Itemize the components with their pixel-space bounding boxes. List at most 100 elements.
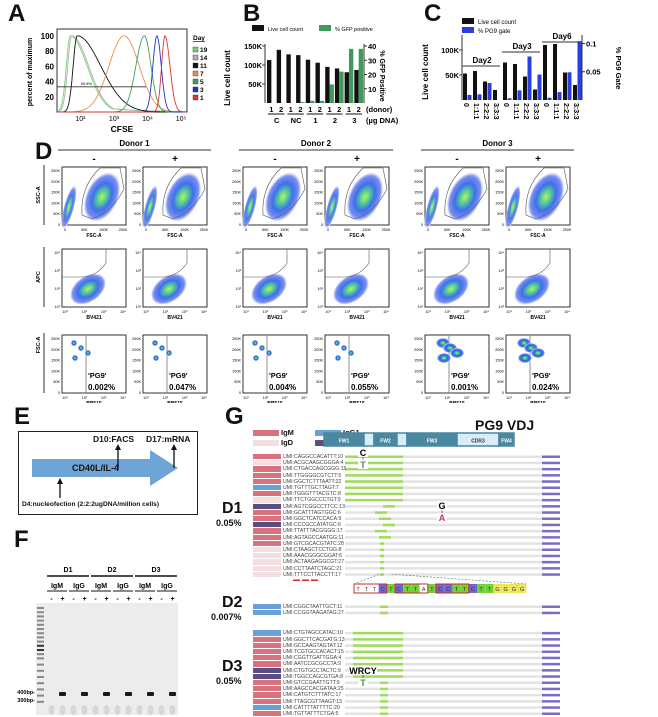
event-cluster: [266, 350, 272, 356]
read-isotype-bar: [253, 466, 281, 472]
x-tick-label: 10³: [101, 396, 107, 400]
x-tick-label: 150K: [543, 228, 552, 232]
read-jregion-segment: [542, 605, 560, 608]
read-alignment-bar: [345, 681, 550, 684]
x-tick-label: 150K: [280, 228, 289, 232]
y-tick-label: 100K: [495, 201, 504, 205]
read-alignment-bar: [345, 638, 550, 641]
read-variant-segment: [353, 669, 403, 672]
y-tick-label: 50K: [53, 380, 60, 384]
x-tick-label: 10²: [82, 396, 88, 400]
panel-f-label: F: [14, 526, 29, 553]
read-jregion-segment: [542, 548, 560, 551]
gate-percent: 0.055%: [351, 383, 378, 392]
sequence-base: C: [397, 587, 401, 593]
x-axis-label: BB515: [86, 401, 102, 403]
y-tick-label: 150K: [132, 191, 141, 195]
x-tick-label: 10⁴: [301, 396, 307, 400]
x-axis-label: BV421: [349, 315, 365, 321]
read-umi-label: UMI:GTCCGAATTGTT:9: [283, 680, 340, 686]
x-tick-label: 10⁴: [383, 310, 389, 314]
event-cluster: [518, 353, 532, 363]
read-umi-label: UMI:AGTCGGCCTTCC:13: [283, 503, 345, 510]
x-tick-label: 10¹: [143, 310, 149, 314]
mutation-to-bg: [358, 678, 368, 687]
lymphocyte-population: [446, 172, 484, 222]
read-isotype-bar: [253, 604, 281, 610]
y-tick-label: 50K: [416, 380, 423, 384]
read-isotype-bar: [253, 472, 281, 478]
read-isotype-bar: [253, 528, 281, 534]
y-tick-label: 200K: [314, 348, 323, 352]
donor-tick-label: 2: [337, 105, 341, 114]
read-jregion-segment: [542, 505, 560, 508]
y-tick-label: 150K: [314, 359, 323, 363]
read-isotype-bar: [253, 553, 281, 559]
category-tick-label: 2:2:2: [522, 103, 529, 119]
read-isotype-bar: [253, 540, 281, 547]
bar-pg9-percent: [467, 94, 472, 100]
x-tick-label: 10²: [526, 310, 532, 314]
read-alignment-bar: [345, 505, 550, 508]
mutation-from-bg: [349, 666, 377, 675]
sequence-base: A: [422, 587, 426, 593]
mutation-to-bg: [437, 513, 447, 522]
cell-population: [332, 273, 370, 305]
read-jregion-segment: [542, 486, 560, 489]
gate-name: 'PG9': [351, 371, 370, 380]
read-umi-label: UMI:GGCTCTTTAATT:22: [283, 478, 342, 485]
event-cluster: [152, 340, 158, 346]
x-tick-label: 10¹: [425, 310, 431, 314]
read-isotype-bar: [253, 655, 281, 661]
x-tick-label: 10⁴: [142, 116, 153, 123]
x-tick-label: 250K: [119, 228, 128, 232]
x-tick-label: 10⁴: [483, 396, 489, 400]
read-variant-segment: [380, 542, 384, 545]
gate-percent: 0.024%: [532, 383, 559, 392]
debris-population: [324, 185, 340, 229]
read-variant-segment: [345, 474, 403, 477]
ladder-band: [37, 628, 44, 630]
bar-pg9-percent: [507, 98, 512, 100]
isotype-label: IgM: [139, 583, 151, 590]
read-alignment-bar: [345, 467, 550, 471]
read-jregion-segment: [542, 706, 560, 709]
event-cluster: [72, 355, 78, 361]
y-tick-label: 50K: [445, 71, 459, 80]
y-tick-label: 150K: [244, 42, 263, 51]
legend-label-day-11: 11: [200, 63, 207, 70]
group-label: Day2: [472, 56, 492, 65]
x-axis-label: BV421: [167, 315, 183, 321]
category-tick-label: 1:1:1: [472, 103, 479, 119]
read-jregion-segment: [542, 523, 560, 527]
read-variant-segment: [383, 523, 395, 527]
legend-label-live: Live cell count: [478, 20, 516, 26]
panel-a-label: A: [8, 0, 26, 27]
read-isotype-bar: [253, 636, 281, 642]
y-axis-label: Live cell count: [223, 50, 232, 106]
histogram-line-day-1: [57, 34, 187, 113]
sequence-base: C: [471, 587, 475, 593]
y-tick-label: 250K: [495, 169, 504, 173]
read-variant-segment: [380, 560, 384, 564]
lymphocyte-population: [346, 172, 384, 222]
gate-name: 'PG9': [169, 371, 188, 380]
read-isotype-bar: [253, 649, 281, 655]
timeline-arrow-label: CD40L/IL-4: [72, 463, 120, 473]
read-umi-label: UMI:TGGCCAGCGTGA:8: [283, 673, 343, 680]
motif-box: [435, 583, 470, 594]
y2-axis-label: % PG9 Gate: [614, 47, 623, 90]
timeline-box: [18, 431, 198, 515]
panel-f-gel: 400bp-300bp-- + - + - + - + - + - +IgM IgG IgM IgG IgM I…: [17, 567, 178, 715]
cell-population: [513, 273, 551, 305]
donor-axis-label: (donor): [366, 105, 393, 114]
y-tick-label: 250K: [51, 337, 60, 341]
x-tick-label: 250K: [300, 228, 309, 232]
x-tick-label: 150K: [462, 228, 471, 232]
ladder-band: [37, 636, 44, 639]
read-alignment-bar: [345, 511, 550, 514]
x-tick-label: 10⁴: [483, 310, 489, 314]
y-tick-label: 0: [421, 223, 423, 227]
group-label: Day3: [512, 42, 532, 51]
gate-name: 'PG9': [532, 371, 551, 380]
